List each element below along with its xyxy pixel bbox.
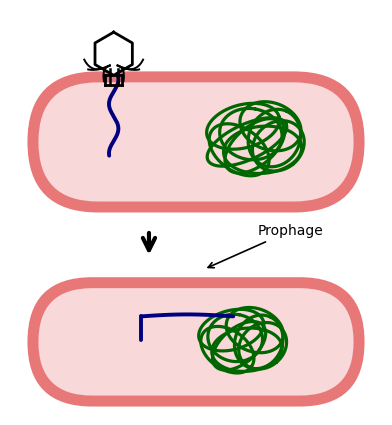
FancyBboxPatch shape (38, 288, 354, 396)
Polygon shape (95, 32, 132, 75)
Text: Prophage: Prophage (208, 224, 323, 268)
FancyBboxPatch shape (27, 71, 365, 212)
FancyBboxPatch shape (38, 82, 354, 201)
FancyBboxPatch shape (27, 277, 365, 407)
